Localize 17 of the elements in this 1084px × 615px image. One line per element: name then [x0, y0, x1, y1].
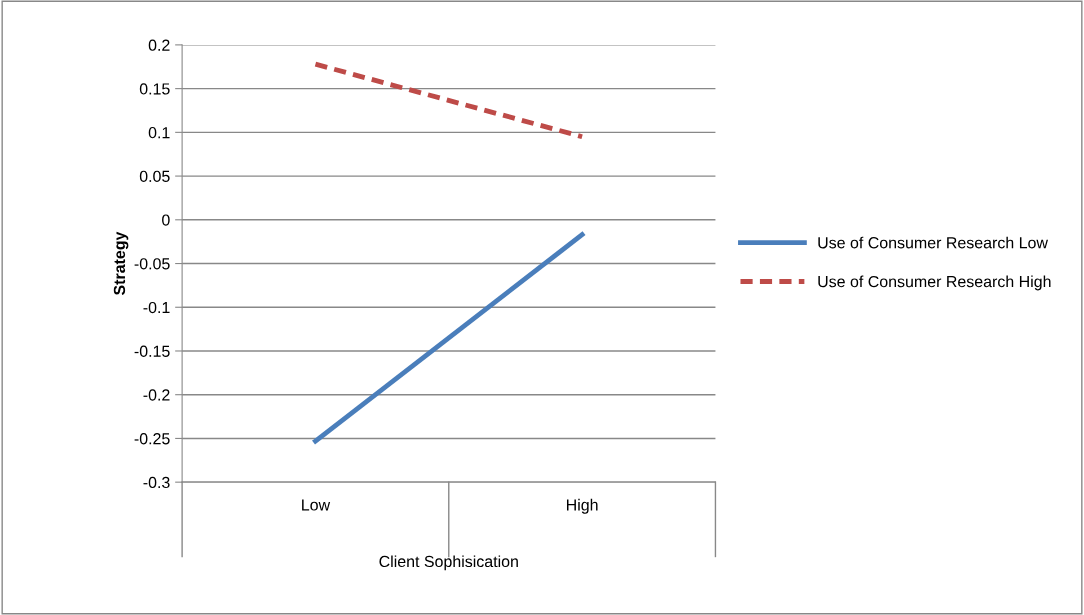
y-tick-label: -0.3	[143, 476, 170, 489]
y-tick-label: 0.05	[139, 170, 170, 183]
x-tick-label: Low	[302, 499, 331, 511]
legend-label: Use of Consumer Research High	[818, 275, 1051, 291]
y-tick-label: 0.2	[148, 39, 170, 51]
y-tick-label: -0.2	[143, 389, 170, 401]
x-tick-label: High	[566, 498, 598, 514]
y-tick-label: -0.15	[134, 345, 170, 357]
y-tick-label: 0.15	[139, 83, 170, 95]
x-axis-title: Client Sophisication	[379, 555, 518, 571]
y-axis-title: Strategy	[113, 231, 129, 296]
y-tick-label: -0.1	[143, 301, 170, 314]
y-tick-label: 0	[162, 214, 170, 226]
legend-label: Use of Consumer Research Low	[818, 236, 1048, 249]
y-tick-label: -0.05	[134, 258, 170, 270]
y-tick-label: -0.25	[134, 433, 170, 445]
y-tick-label: 0.1	[148, 126, 170, 139]
